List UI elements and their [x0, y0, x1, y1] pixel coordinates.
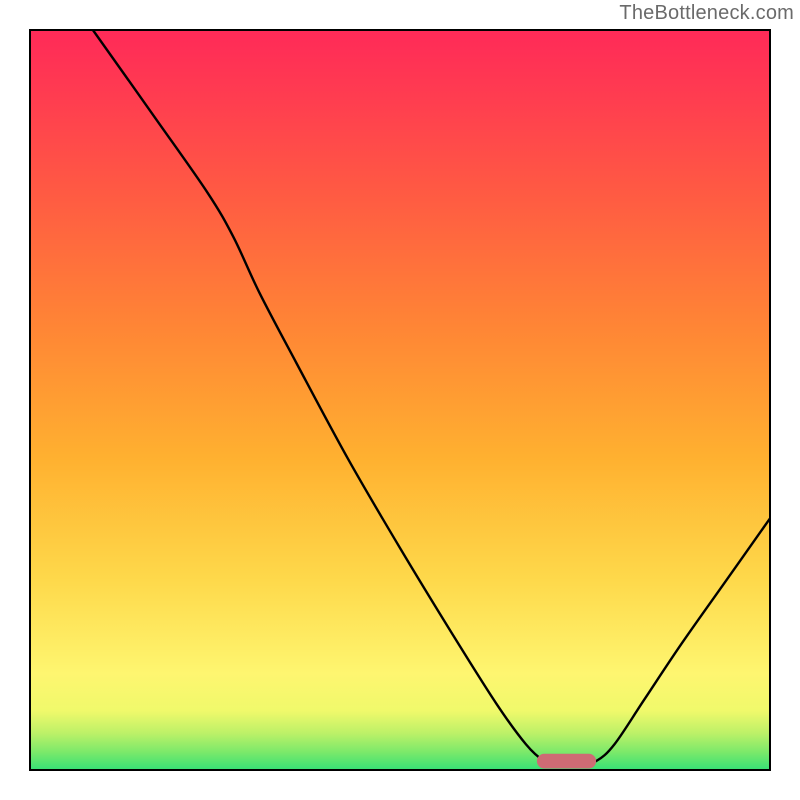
- bottleneck-chart: [0, 0, 800, 800]
- chart-canvas: TheBottleneck.com: [0, 0, 800, 800]
- optimal-marker: [537, 754, 596, 769]
- watermark-text: TheBottleneck.com: [619, 2, 794, 25]
- gradient-background: [30, 30, 770, 770]
